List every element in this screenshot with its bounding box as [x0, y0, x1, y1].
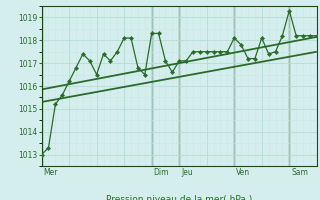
Text: Pression niveau de la mer( hPa ): Pression niveau de la mer( hPa ) — [106, 195, 252, 200]
Text: Dim: Dim — [153, 168, 169, 177]
Text: Ven: Ven — [236, 168, 250, 177]
Text: Mer: Mer — [43, 168, 58, 177]
Text: Jeu: Jeu — [181, 168, 193, 177]
Text: Sam: Sam — [291, 168, 308, 177]
